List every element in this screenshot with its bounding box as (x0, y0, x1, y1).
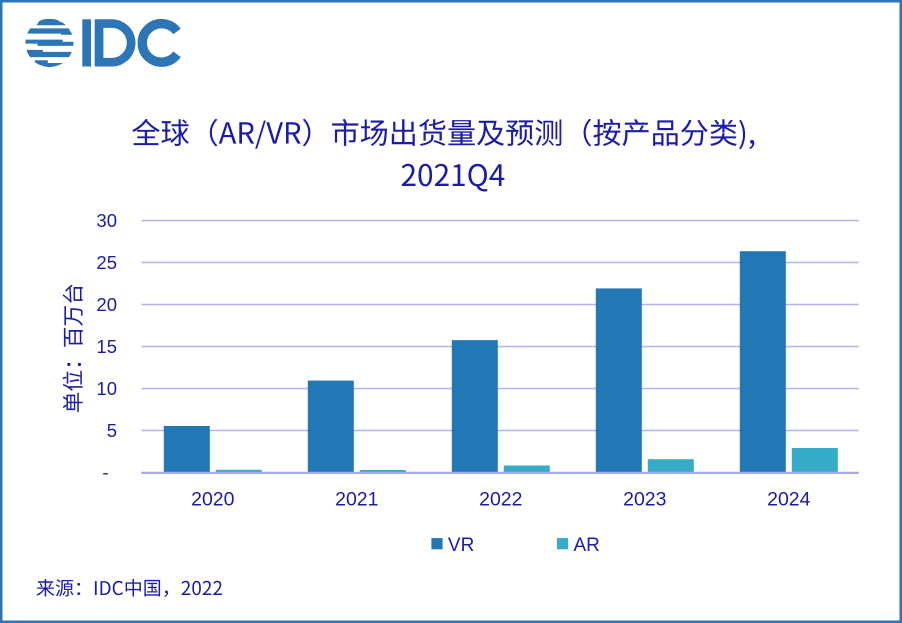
svg-text:-: - (102, 462, 108, 483)
svg-text:30: 30 (96, 210, 117, 231)
svg-text:2023: 2023 (623, 489, 666, 511)
svg-text:2022: 2022 (479, 489, 522, 511)
svg-text:AR: AR (574, 535, 600, 556)
svg-text:15: 15 (96, 336, 117, 357)
svg-text:10: 10 (96, 378, 117, 399)
svg-text:25: 25 (96, 252, 117, 273)
svg-text:2020: 2020 (191, 489, 235, 511)
svg-text:20: 20 (96, 294, 117, 315)
svg-text:2024: 2024 (767, 489, 811, 511)
svg-text:2021: 2021 (335, 489, 378, 511)
svg-text:VR: VR (448, 535, 474, 556)
svg-text:5: 5 (107, 420, 117, 441)
